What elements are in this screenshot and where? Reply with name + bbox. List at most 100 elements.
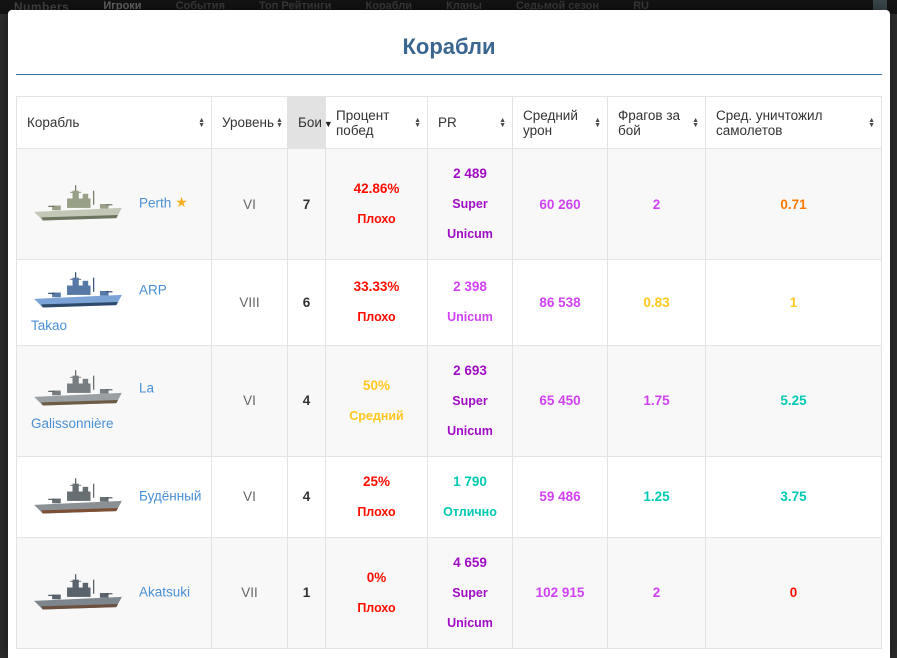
winrate-value: 0% (366, 569, 387, 585)
winrate-cell: 0% Плохо (330, 563, 423, 623)
column-header-avg-damage[interactable]: Средний урон ▲ ▼ (512, 96, 608, 149)
nav-settings-icon[interactable] (873, 0, 887, 10)
ship-level: VII (241, 585, 258, 601)
ships-table: Корабль ▲ ▼ Уровень ▲ ▼ Бои ▼ Процент побе… (16, 96, 882, 649)
column-header-frags[interactable]: Фрагов за бой ▲ ▼ (607, 96, 706, 149)
nav-item-season[interactable]: Седьмой сезон (515, 0, 600, 12)
battles-count: 6 (302, 294, 311, 310)
nav-item-ships[interactable]: Корабли (365, 0, 413, 12)
nav-item-language[interactable]: RU (633, 0, 649, 12)
pr-cell: 4 659 Super Unicum (432, 548, 508, 638)
table-row: Будённый VI 4 25% Плохо 1 790 Отлично 59… (16, 455, 882, 538)
column-label: Корабль (27, 115, 80, 130)
avg-damage-value: 86 538 (539, 294, 581, 310)
avg-damage-value: 65 450 (539, 393, 581, 409)
ship-image (31, 268, 125, 314)
ship-silhouette-icon (34, 573, 122, 610)
pr-value: 2 398 (453, 279, 487, 295)
ship-link[interactable]: Perth (139, 195, 172, 211)
ship-silhouette-icon (34, 477, 122, 514)
ship-silhouette-icon (34, 272, 122, 308)
winrate-cell: 25% Плохо (330, 467, 423, 527)
winrate-value: 25% (362, 473, 391, 489)
sort-icon: ▲ ▼ (499, 116, 506, 129)
sort-icon: ▲ ▼ (692, 116, 699, 129)
column-label: Сред. уничтожил самолетов (716, 107, 823, 138)
winrate-rating-label: Средний (349, 408, 404, 423)
frags-value: 1.25 (643, 489, 670, 505)
column-header-battles[interactable]: Бои ▼ (287, 96, 333, 149)
winrate-rating-label: Плохо (357, 212, 396, 226)
frags-value: 2 (652, 196, 661, 212)
ship-level: VIII (239, 294, 260, 310)
winrate-rating-label: Плохо (357, 504, 396, 519)
battles-count: 7 (302, 196, 311, 212)
winrate-cell: 42.86% Плохо (330, 174, 423, 234)
table-row: Perth ★ VI 7 42.86% Плохо 2 489 Super Uni… (16, 148, 882, 260)
ship-image (31, 474, 125, 520)
nav-item-events[interactable]: События (175, 0, 225, 12)
battles-count: 4 (302, 393, 311, 409)
winrate-rating-label: Плохо (357, 600, 396, 615)
column-label: Бои (298, 115, 322, 130)
frags-value: 0.83 (643, 294, 670, 310)
sort-desc-icon: ▼ (323, 119, 333, 129)
pr-rating-label: Super Unicum (447, 585, 493, 630)
ships-modal: Корабли Корабль ▲ ▼ Уровень ▲ ▼ Бои ▼ Проц… (8, 10, 890, 658)
ship-image (31, 366, 125, 412)
column-header-pr[interactable]: PR ▲ ▼ (427, 96, 513, 149)
pr-value: 2 489 (453, 166, 487, 181)
planes-value: 0 (789, 585, 798, 601)
battles-count: 1 (302, 585, 311, 601)
sort-icon: ▲ ▼ (276, 116, 283, 129)
sort-icon: ▲ ▼ (414, 116, 421, 129)
column-header-planes[interactable]: Сред. уничтожил самолетов ▲ ▼ (705, 96, 882, 149)
avg-damage-value: 59 486 (539, 489, 581, 505)
column-label: PR (438, 115, 457, 130)
ship-link[interactable]: Akatsuki (139, 584, 191, 600)
winrate-cell: 33.33% Плохо (330, 272, 423, 332)
pr-rating-label: Super Unicum (447, 197, 493, 241)
pr-cell: 2 693 Super Unicum (432, 356, 508, 446)
ship-link[interactable]: La Galissonnière (31, 380, 155, 432)
premium-star-icon: ★ (175, 194, 188, 211)
pr-rating-label: Отлично (443, 504, 497, 519)
nav-item-clans[interactable]: Кланы (446, 0, 482, 12)
ship-image (31, 570, 125, 616)
modal-title: Корабли (402, 34, 496, 59)
pr-value: 4 659 (453, 554, 487, 570)
planes-value: 0.71 (780, 196, 807, 212)
pr-cell: 2 398 Unicum (432, 272, 508, 332)
winrate-value: 50% (362, 377, 391, 393)
winrate-value: 33.33% (353, 279, 400, 295)
sort-icon: ▲ ▼ (198, 116, 205, 129)
pr-cell: 1 790 Отлично (432, 467, 508, 527)
ship-silhouette-icon (34, 185, 122, 221)
nav-item-players[interactable]: Игроки (103, 0, 142, 12)
winrate-rating-label: Плохо (357, 310, 396, 325)
planes-value: 3.75 (780, 489, 807, 505)
column-label: Фрагов за бой (618, 107, 681, 138)
pr-value: 1 790 (453, 473, 487, 489)
pr-rating-label: Super Unicum (447, 393, 493, 438)
sort-icon: ▲ ▼ (594, 116, 601, 129)
column-header-ship[interactable]: Корабль ▲ ▼ (16, 96, 212, 149)
column-label: Уровень (222, 115, 275, 130)
column-header-level[interactable]: Уровень ▲ ▼ (211, 96, 288, 149)
nav-item-top-ratings[interactable]: Топ Рейтинги (258, 0, 332, 12)
title-divider (16, 74, 882, 75)
table-header-row: Корабль ▲ ▼ Уровень ▲ ▼ Бои ▼ Процент побе… (16, 96, 882, 149)
ship-link[interactable]: Будённый (139, 488, 202, 504)
ship-link[interactable]: ARP Takao (31, 282, 167, 333)
ship-level: VI (243, 393, 256, 409)
avg-damage-value: 102 915 (535, 585, 585, 601)
planes-value: 1 (789, 294, 798, 310)
ship-level: VI (243, 489, 256, 505)
avg-damage-value: 60 260 (539, 196, 581, 212)
frags-value: 2 (652, 585, 661, 601)
column-header-winrate[interactable]: Процент побед ▲ ▼ (325, 96, 428, 149)
ship-silhouette-icon (34, 370, 122, 406)
frags-value: 1.75 (643, 393, 670, 409)
ship-image (31, 181, 125, 227)
column-label: Процент побед (336, 107, 390, 138)
